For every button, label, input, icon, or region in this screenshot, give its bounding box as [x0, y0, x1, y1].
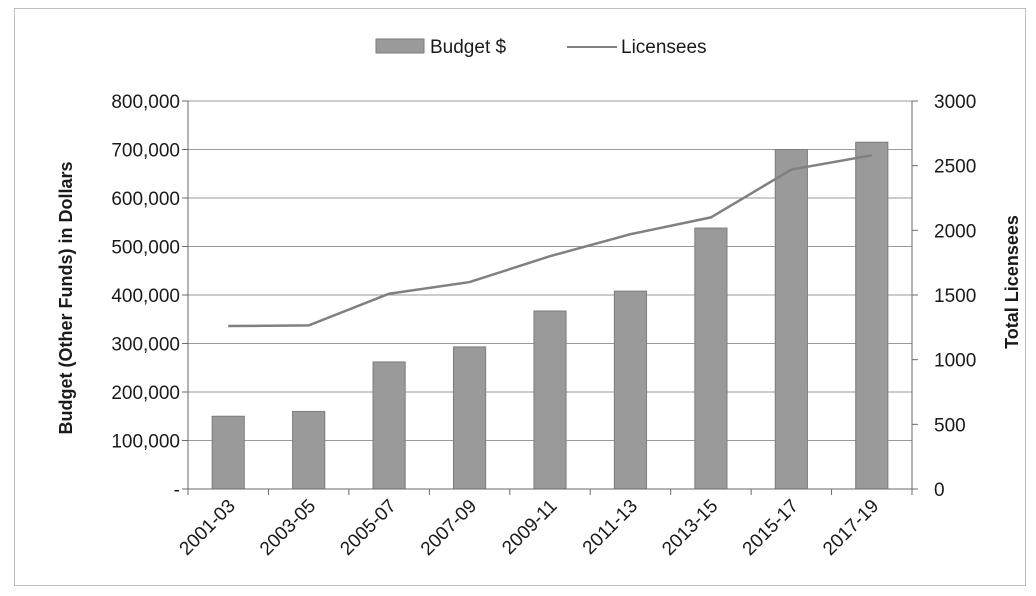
x-tick-label: 2003-05	[256, 496, 320, 560]
left-tick-label: 500,000	[111, 238, 180, 259]
left-tick-label: 300,000	[111, 335, 180, 356]
bar-2015-17	[774, 149, 808, 490]
right-tick-label: 3000	[934, 92, 976, 113]
x-tick-label: 2013-15	[658, 496, 722, 560]
left-axis-title: Budget (Other Funds) in Dollars	[56, 162, 76, 435]
bar-2005-07	[372, 361, 406, 490]
legend-label-budget: Budget $	[430, 37, 506, 58]
legend: Budget $ Licensees	[375, 37, 707, 58]
bar-2013-15	[694, 227, 728, 490]
right-tick-label: 500	[934, 415, 966, 436]
left-tick-label: 100,000	[111, 432, 180, 453]
left-tick-label: 700,000	[111, 141, 180, 162]
right-tick-label: 2500	[934, 157, 976, 178]
left-tick-label: 800,000	[111, 92, 180, 113]
right-tick-label: 1000	[934, 351, 976, 372]
x-tick-label: 2015-17	[739, 496, 803, 560]
bar-2003-05	[292, 410, 326, 490]
left-tick-label: -	[174, 480, 180, 501]
bar-2011-13	[613, 290, 648, 490]
left-tick-label: 200,000	[111, 383, 180, 404]
x-tick-label: 2007-09	[417, 496, 481, 560]
left-tick-label: 400,000	[111, 286, 180, 307]
left-tick-label: 600,000	[111, 189, 180, 210]
x-tick-label: 2011-13	[579, 496, 642, 559]
bar-2009-11	[533, 310, 567, 490]
right-axis-title: Total Licensees	[1002, 215, 1022, 349]
licensees-line	[228, 154, 872, 328]
bar-2017-19	[855, 141, 889, 490]
right-tick-label: 1500	[934, 286, 976, 307]
right-tick-label: 0	[934, 480, 945, 501]
budget-bars	[211, 141, 889, 490]
bar-2001-03	[211, 415, 245, 490]
x-tick-label: 2005-07	[336, 496, 400, 560]
x-tick-label: 2001-03	[176, 496, 240, 560]
licensees-polyline	[228, 154, 872, 328]
right-tick-label: 2000	[934, 221, 976, 242]
legend-label-licensees: Licensees	[621, 37, 707, 58]
chart-frame	[14, 8, 1026, 586]
legend-swatch-budget	[375, 38, 425, 54]
x-tick-label: 2009-11	[498, 496, 561, 559]
x-tick-label: 2017-19	[819, 496, 883, 560]
bar-2007-09	[452, 346, 487, 490]
